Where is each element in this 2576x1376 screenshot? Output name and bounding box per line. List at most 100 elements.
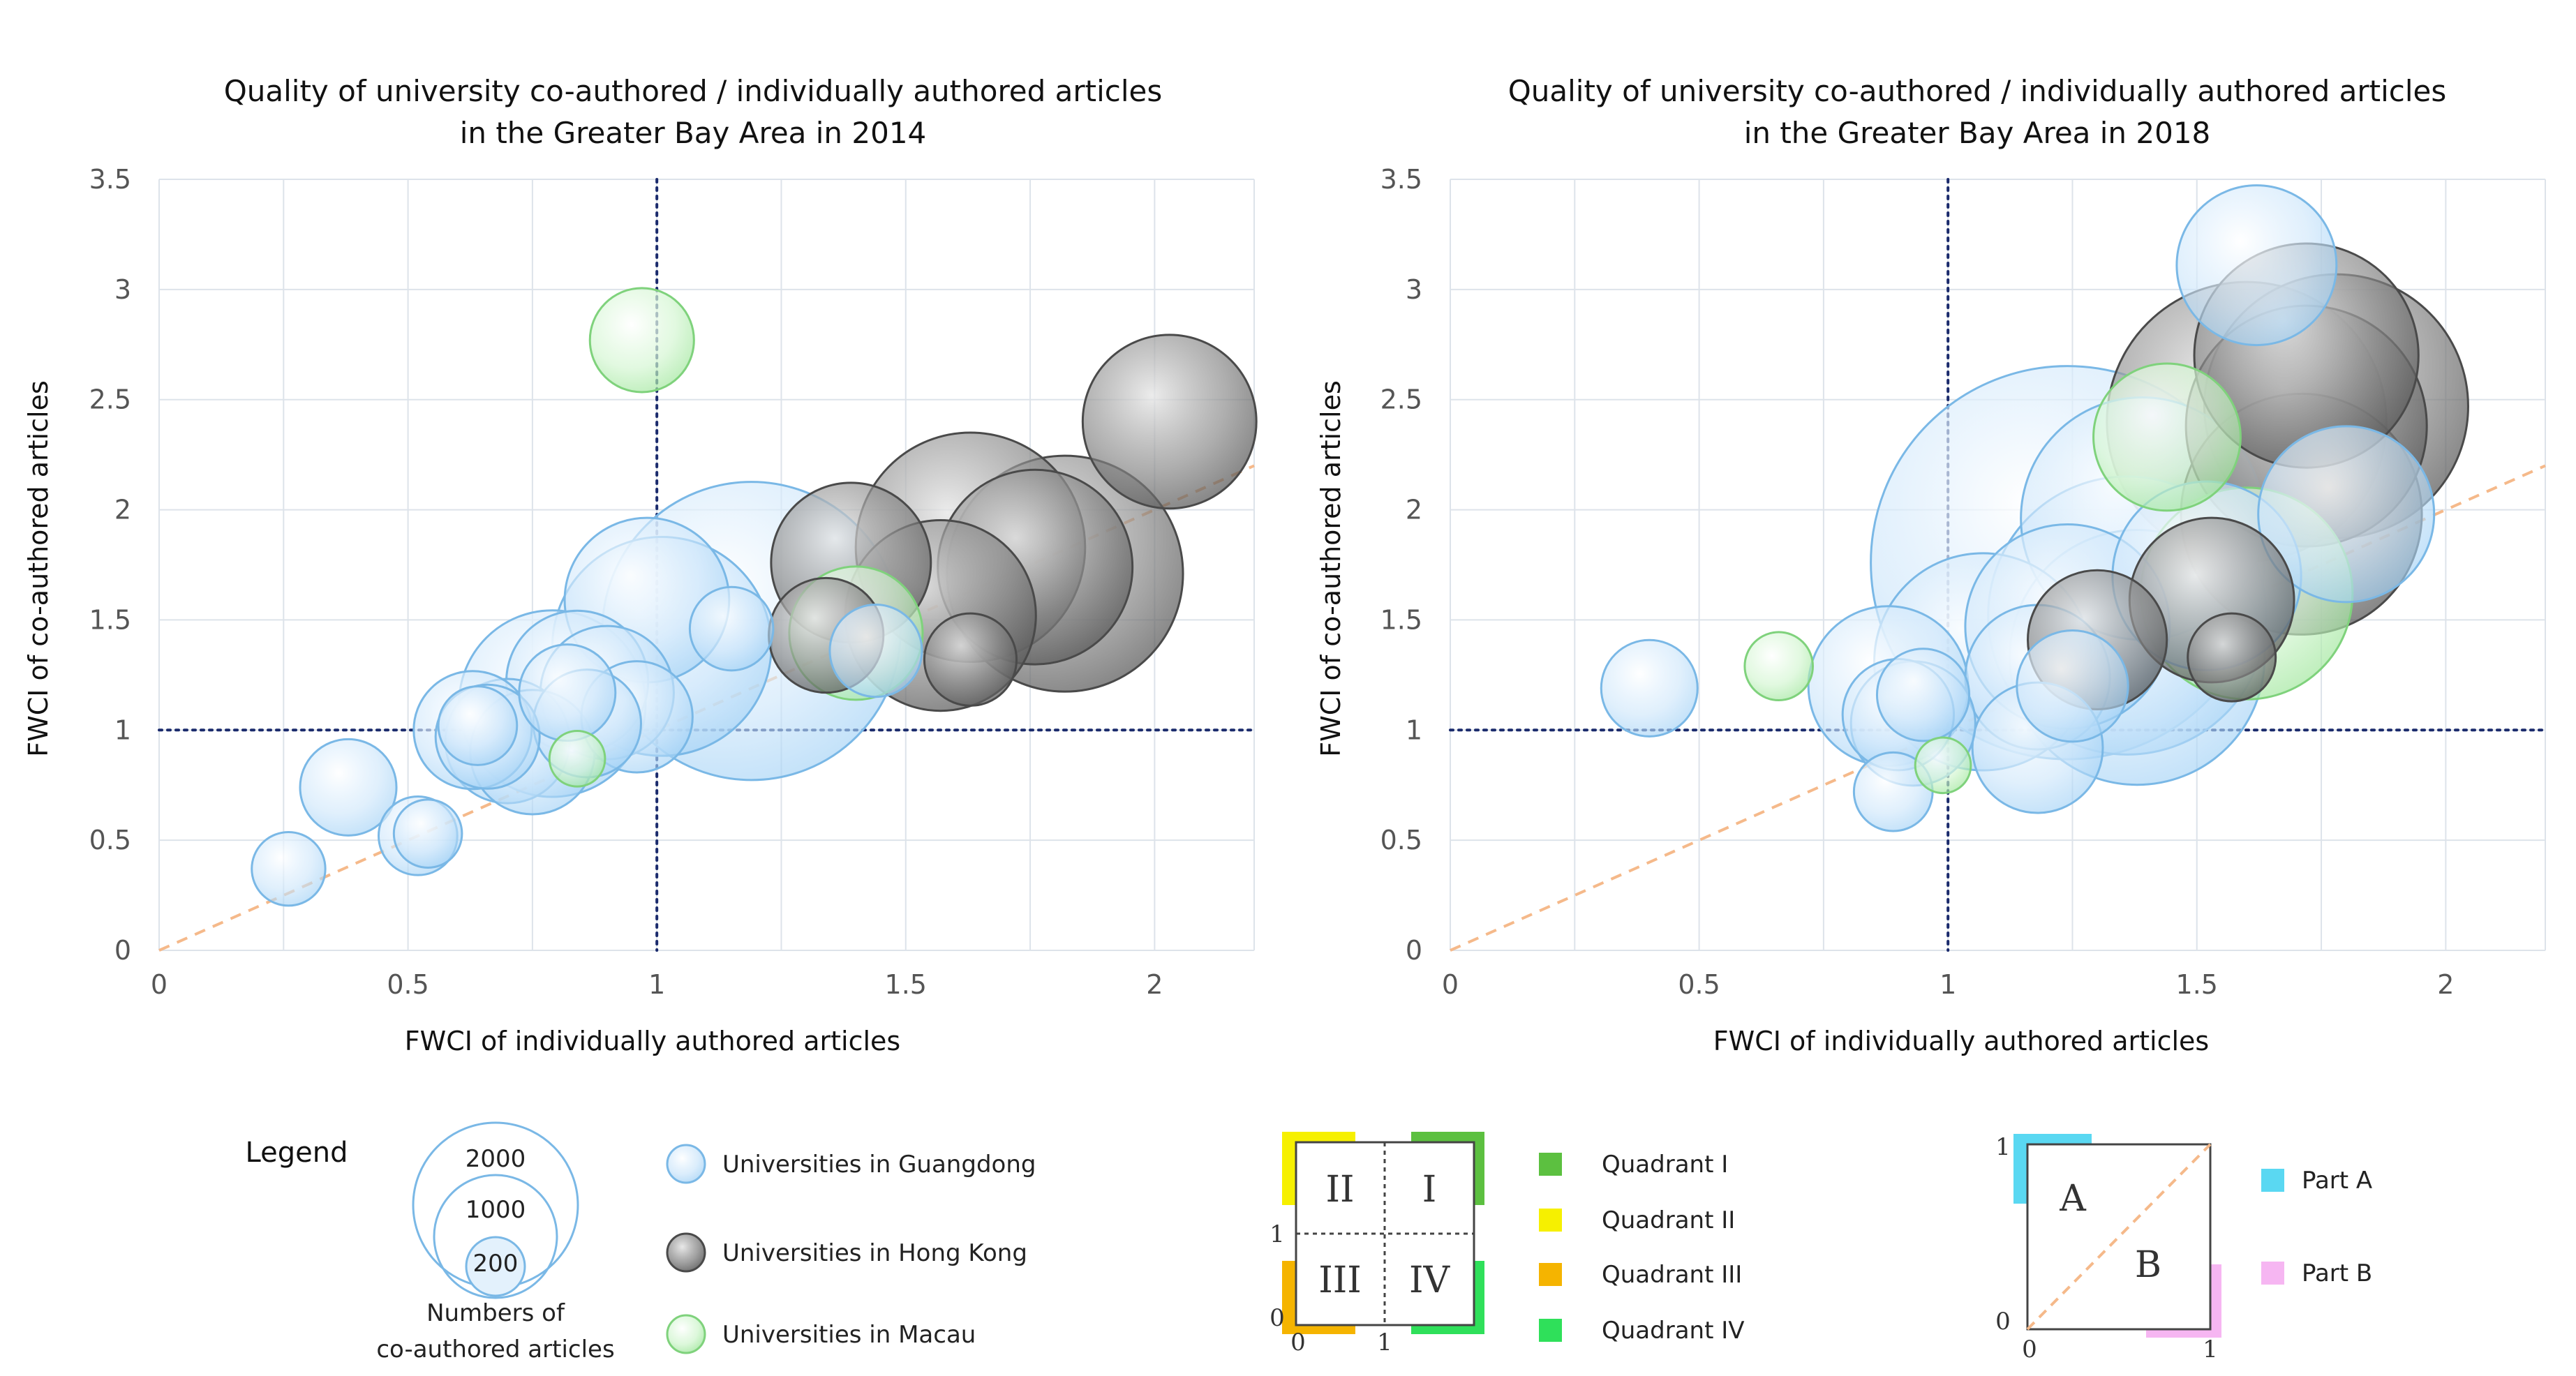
bubble-guangdong (392, 798, 463, 869)
bubble-hongkong (1081, 334, 1258, 510)
parts-legend: A B 1 0 0 1 Part A Part B (1995, 1133, 2372, 1363)
quadrant-i-label: Quadrant I (1602, 1151, 1728, 1179)
quadrant-numeral-ii: II (1325, 1169, 1354, 1211)
tick-labels: 0 0.5 1 1.5 2 0 0.5 1 1.5 2 2.5 3 3.5 (89, 164, 1163, 1000)
x-tick-label: 0 (151, 969, 167, 1000)
size-caption-line1: Numbers of (426, 1299, 565, 1327)
quadrant-iii-swatch (1539, 1263, 1562, 1286)
legend-swatch-guangdong (666, 1144, 706, 1184)
size-caption-line2: co-authored articles (376, 1336, 614, 1363)
legend-swatch-hongkong (666, 1232, 706, 1273)
y-tick-label: 0 (1406, 935, 1422, 966)
chart-title-line2: in the Greater Bay Area in 2018 (1744, 116, 2211, 150)
bubble-guangdong (2016, 629, 2129, 743)
quadrant-numeral-i: I (1422, 1169, 1437, 1211)
bubble-macau (2092, 362, 2242, 512)
quadrant-iv-swatch (1539, 1319, 1562, 1342)
bubble-macau (548, 729, 606, 788)
parts-box (2026, 1143, 2212, 1331)
chart-title-line1: Quality of university co-authored / indi… (224, 74, 1163, 108)
bubble-guangdong (688, 585, 775, 672)
chart-title-line1: Quality of university co-authored / indi… (1508, 74, 2447, 108)
parts-axis-zero-x: 0 (2022, 1336, 2037, 1363)
quadrant-numeral-iv: IV (1409, 1259, 1451, 1301)
legend-label-hongkong: Universities in Hong Kong (722, 1239, 1027, 1267)
chart-2014: Quality of university co-authored / indi… (23, 74, 1258, 1056)
chart-2018: Quality of university co-authored / indi… (1316, 74, 2547, 1056)
bubble-hongkong (2187, 612, 2277, 703)
bubble-macau (1914, 736, 1972, 795)
y-tick-label: 2 (114, 495, 131, 525)
parts-axis-one-x: 1 (2203, 1336, 2218, 1363)
tick-labels: 0 0.5 1 1.5 2 0 0.5 1 1.5 2 2.5 3 3.5 (1380, 164, 2455, 1000)
y-tick-label: 1.5 (89, 604, 131, 635)
bubble-hongkong (923, 612, 1018, 707)
part-a-label: Part A (2302, 1167, 2372, 1195)
y-tick-label: 2 (1406, 495, 1422, 525)
bubble-layer (251, 287, 1258, 907)
bubble-guangdong (828, 604, 923, 698)
bubble-guangdong (1600, 638, 1699, 738)
bubble-guangdong (518, 643, 617, 742)
part-a-letter: A (2059, 1178, 2087, 1220)
bubble-macau (588, 287, 695, 394)
x-tick-label: 1 (648, 969, 665, 1000)
size-value-200: 200 (473, 1250, 519, 1278)
y-tick-label: 3 (1406, 274, 1422, 305)
x-tick-label: 2 (1146, 969, 1163, 1000)
x-tick-label: 0 (1442, 969, 1459, 1000)
bubble-layer (1600, 184, 2469, 832)
quadrant-ii-swatch (1539, 1209, 1562, 1232)
quadrant-legend: II I III IV 1 0 0 1 Quadrant I Quadrant … (1270, 1132, 1745, 1356)
size-circle-1000 (433, 1174, 558, 1299)
quadrant-i-swatch (1539, 1153, 1562, 1176)
y-tick-label: 0 (114, 935, 131, 966)
x-axis-label: FWCI of individually authored articles (405, 1026, 900, 1056)
size-value-2000: 2000 (466, 1145, 526, 1173)
y-tick-label: 1.5 (1380, 604, 1422, 635)
bubble-guangdong (437, 685, 519, 766)
quadrant-axis-zero-y: 0 (1270, 1304, 1285, 1332)
y-tick-label: 3.5 (89, 164, 131, 195)
part-b-swatch (2261, 1262, 2284, 1285)
x-tick-label: 0.5 (1678, 969, 1720, 1000)
size-circle-200 (465, 1236, 526, 1297)
bubble-guangdong (1875, 648, 1971, 742)
y-tick-label: 1 (1406, 715, 1422, 745)
y-axis-label: FWCI of co-authored articles (23, 380, 54, 756)
legend-label-macau: Universities in Macau (722, 1321, 976, 1349)
y-tick-label: 1 (114, 715, 131, 745)
bubble-macau (1743, 631, 1814, 702)
x-tick-label: 1.5 (885, 969, 927, 1000)
bubble-guangdong (299, 738, 398, 837)
y-tick-label: 3.5 (1380, 164, 1422, 195)
x-tick-label: 1 (1940, 969, 1956, 1000)
bubble-legend: Legend 2000 1000 200 Numbers of co-autho… (246, 1121, 1036, 1363)
y-tick-label: 0.5 (89, 825, 131, 855)
y-tick-label: 2.5 (89, 384, 131, 415)
bubble-guangdong (251, 830, 327, 907)
legend-swatch-macau (666, 1314, 706, 1354)
bubble-guangdong (2257, 425, 2436, 604)
y-tick-label: 0.5 (1380, 825, 1422, 855)
quadrant-iii-label: Quadrant III (1602, 1261, 1742, 1289)
parts-axis-zero-y: 0 (1995, 1308, 2011, 1336)
part-a-swatch (2261, 1169, 2284, 1192)
y-tick-label: 3 (114, 274, 131, 305)
quadrant-axis-one-x: 1 (1377, 1329, 1392, 1356)
size-value-1000: 1000 (466, 1196, 526, 1224)
part-b-letter: B (2135, 1244, 2161, 1286)
legend-label-guangdong: Universities in Guangdong (722, 1151, 1036, 1179)
quadrant-iv-label: Quadrant IV (1602, 1317, 1745, 1345)
parts-axis-one-y: 1 (1995, 1133, 2011, 1161)
quadrant-ii-label: Quadrant II (1602, 1206, 1735, 1234)
legend-heading: Legend (246, 1137, 348, 1169)
x-tick-label: 2 (2437, 969, 2454, 1000)
x-tick-label: 1.5 (2176, 969, 2218, 1000)
y-axis-label: FWCI of co-authored articles (1316, 380, 1346, 756)
quadrant-axis-zero-x: 0 (1290, 1329, 1306, 1356)
bubble-guangdong (2175, 184, 2338, 347)
y-tick-label: 2.5 (1380, 384, 1422, 415)
x-tick-label: 0.5 (387, 969, 429, 1000)
